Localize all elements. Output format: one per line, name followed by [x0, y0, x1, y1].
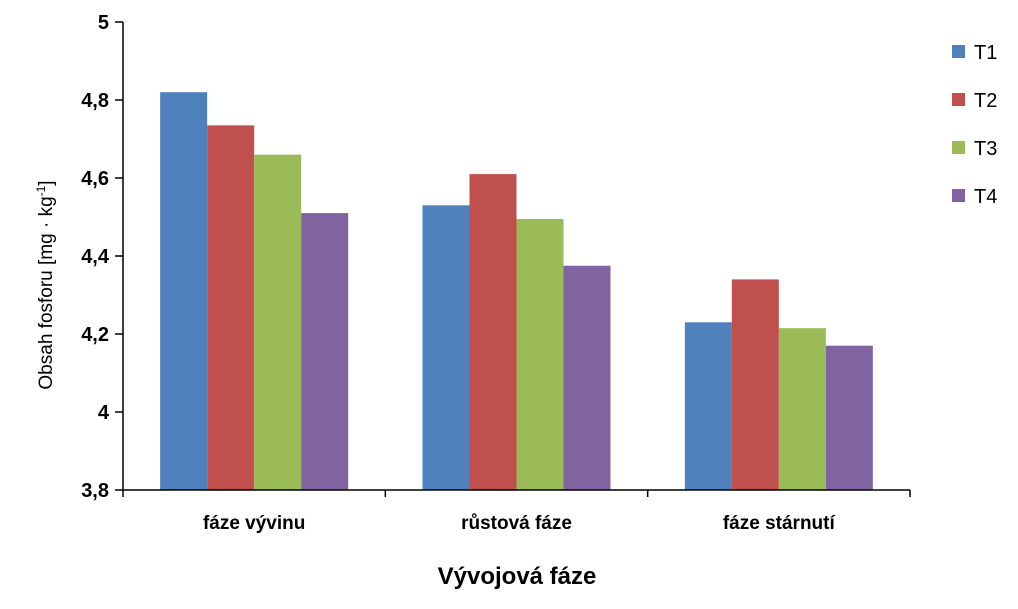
bar-t1-1: [160, 92, 208, 490]
bar-t2-3: [731, 279, 779, 490]
axes-group: [115, 21, 911, 497]
bar-t2-1: [207, 125, 255, 490]
y-axis-label-main: Obsah fosforu [mg · kg: [36, 196, 57, 389]
legend-swatch-t4: [952, 189, 965, 202]
x-tick-label: růstová fáze: [461, 513, 572, 534]
x-axis-label: Vývojová fáze: [438, 563, 597, 590]
y-tick-label: 4,4: [81, 246, 110, 268]
y-tick-label: 4,6: [81, 168, 109, 190]
bar-t3-3: [778, 328, 826, 490]
bar-t4-1: [301, 213, 349, 490]
bar-t4-3: [825, 345, 873, 490]
y-axis-label-end: ]: [36, 180, 57, 185]
y-axis-label: Obsah fosforu [mg · kg-1]: [34, 180, 57, 389]
y-tick-label: 3,8: [81, 480, 109, 502]
y-tick-label: 4,2: [81, 324, 109, 346]
y-tick-label: 5: [98, 12, 109, 34]
legend-label-t3: T3: [974, 138, 997, 160]
x-tick-label: fáze stárnutí: [723, 513, 836, 534]
y-axis-label-sup: -1: [34, 185, 48, 196]
legend: T1 T2 T3 T4: [952, 42, 997, 208]
legend-label-t2: T2: [974, 90, 997, 112]
legend-label-t1: T1: [974, 42, 997, 64]
bar-t1-3: [684, 322, 732, 490]
y-tick-labels: 3,8 4 4,2 4,4 4,6 4,8 5: [81, 12, 110, 502]
legend-swatch-t2: [952, 93, 965, 106]
y-tick-label: 4,8: [81, 90, 109, 112]
bars-group: [160, 92, 873, 491]
bar-t3-2: [516, 218, 564, 490]
y-tick-label: 4: [98, 402, 110, 424]
legend-swatch-t3: [952, 141, 965, 154]
bar-t3-1: [254, 154, 302, 490]
legend-label-t4: T4: [974, 186, 997, 208]
x-tick-label: fáze vývinu: [203, 513, 305, 534]
x-tick-labels: fáze vývinu růstová fáze fáze stárnutí: [203, 513, 836, 534]
legend-swatch-t1: [952, 45, 965, 58]
bar-t4-2: [563, 265, 611, 490]
bar-t1-2: [422, 205, 470, 491]
bar-t2-2: [469, 174, 517, 490]
